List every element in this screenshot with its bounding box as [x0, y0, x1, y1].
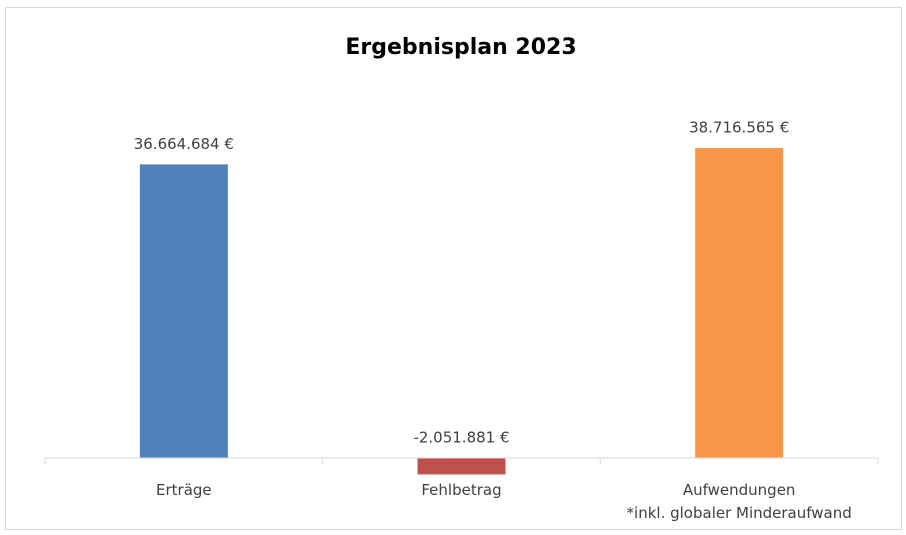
data-label: -2.051.881 €	[413, 429, 509, 447]
data-label: 38.716.565 €	[689, 119, 789, 137]
bar	[417, 458, 506, 475]
x-tick-label: Fehlbetrag	[421, 481, 501, 499]
bar	[139, 164, 228, 458]
bar	[695, 148, 784, 458]
data-label: 36.664.684 €	[134, 135, 234, 153]
x-tick-label: Erträge	[156, 481, 212, 499]
chart-title: Ergebnisplan 2023	[345, 35, 576, 60]
x-tick-label: Aufwendungen *inkl. globaler Minderaufwan…	[627, 481, 852, 522]
